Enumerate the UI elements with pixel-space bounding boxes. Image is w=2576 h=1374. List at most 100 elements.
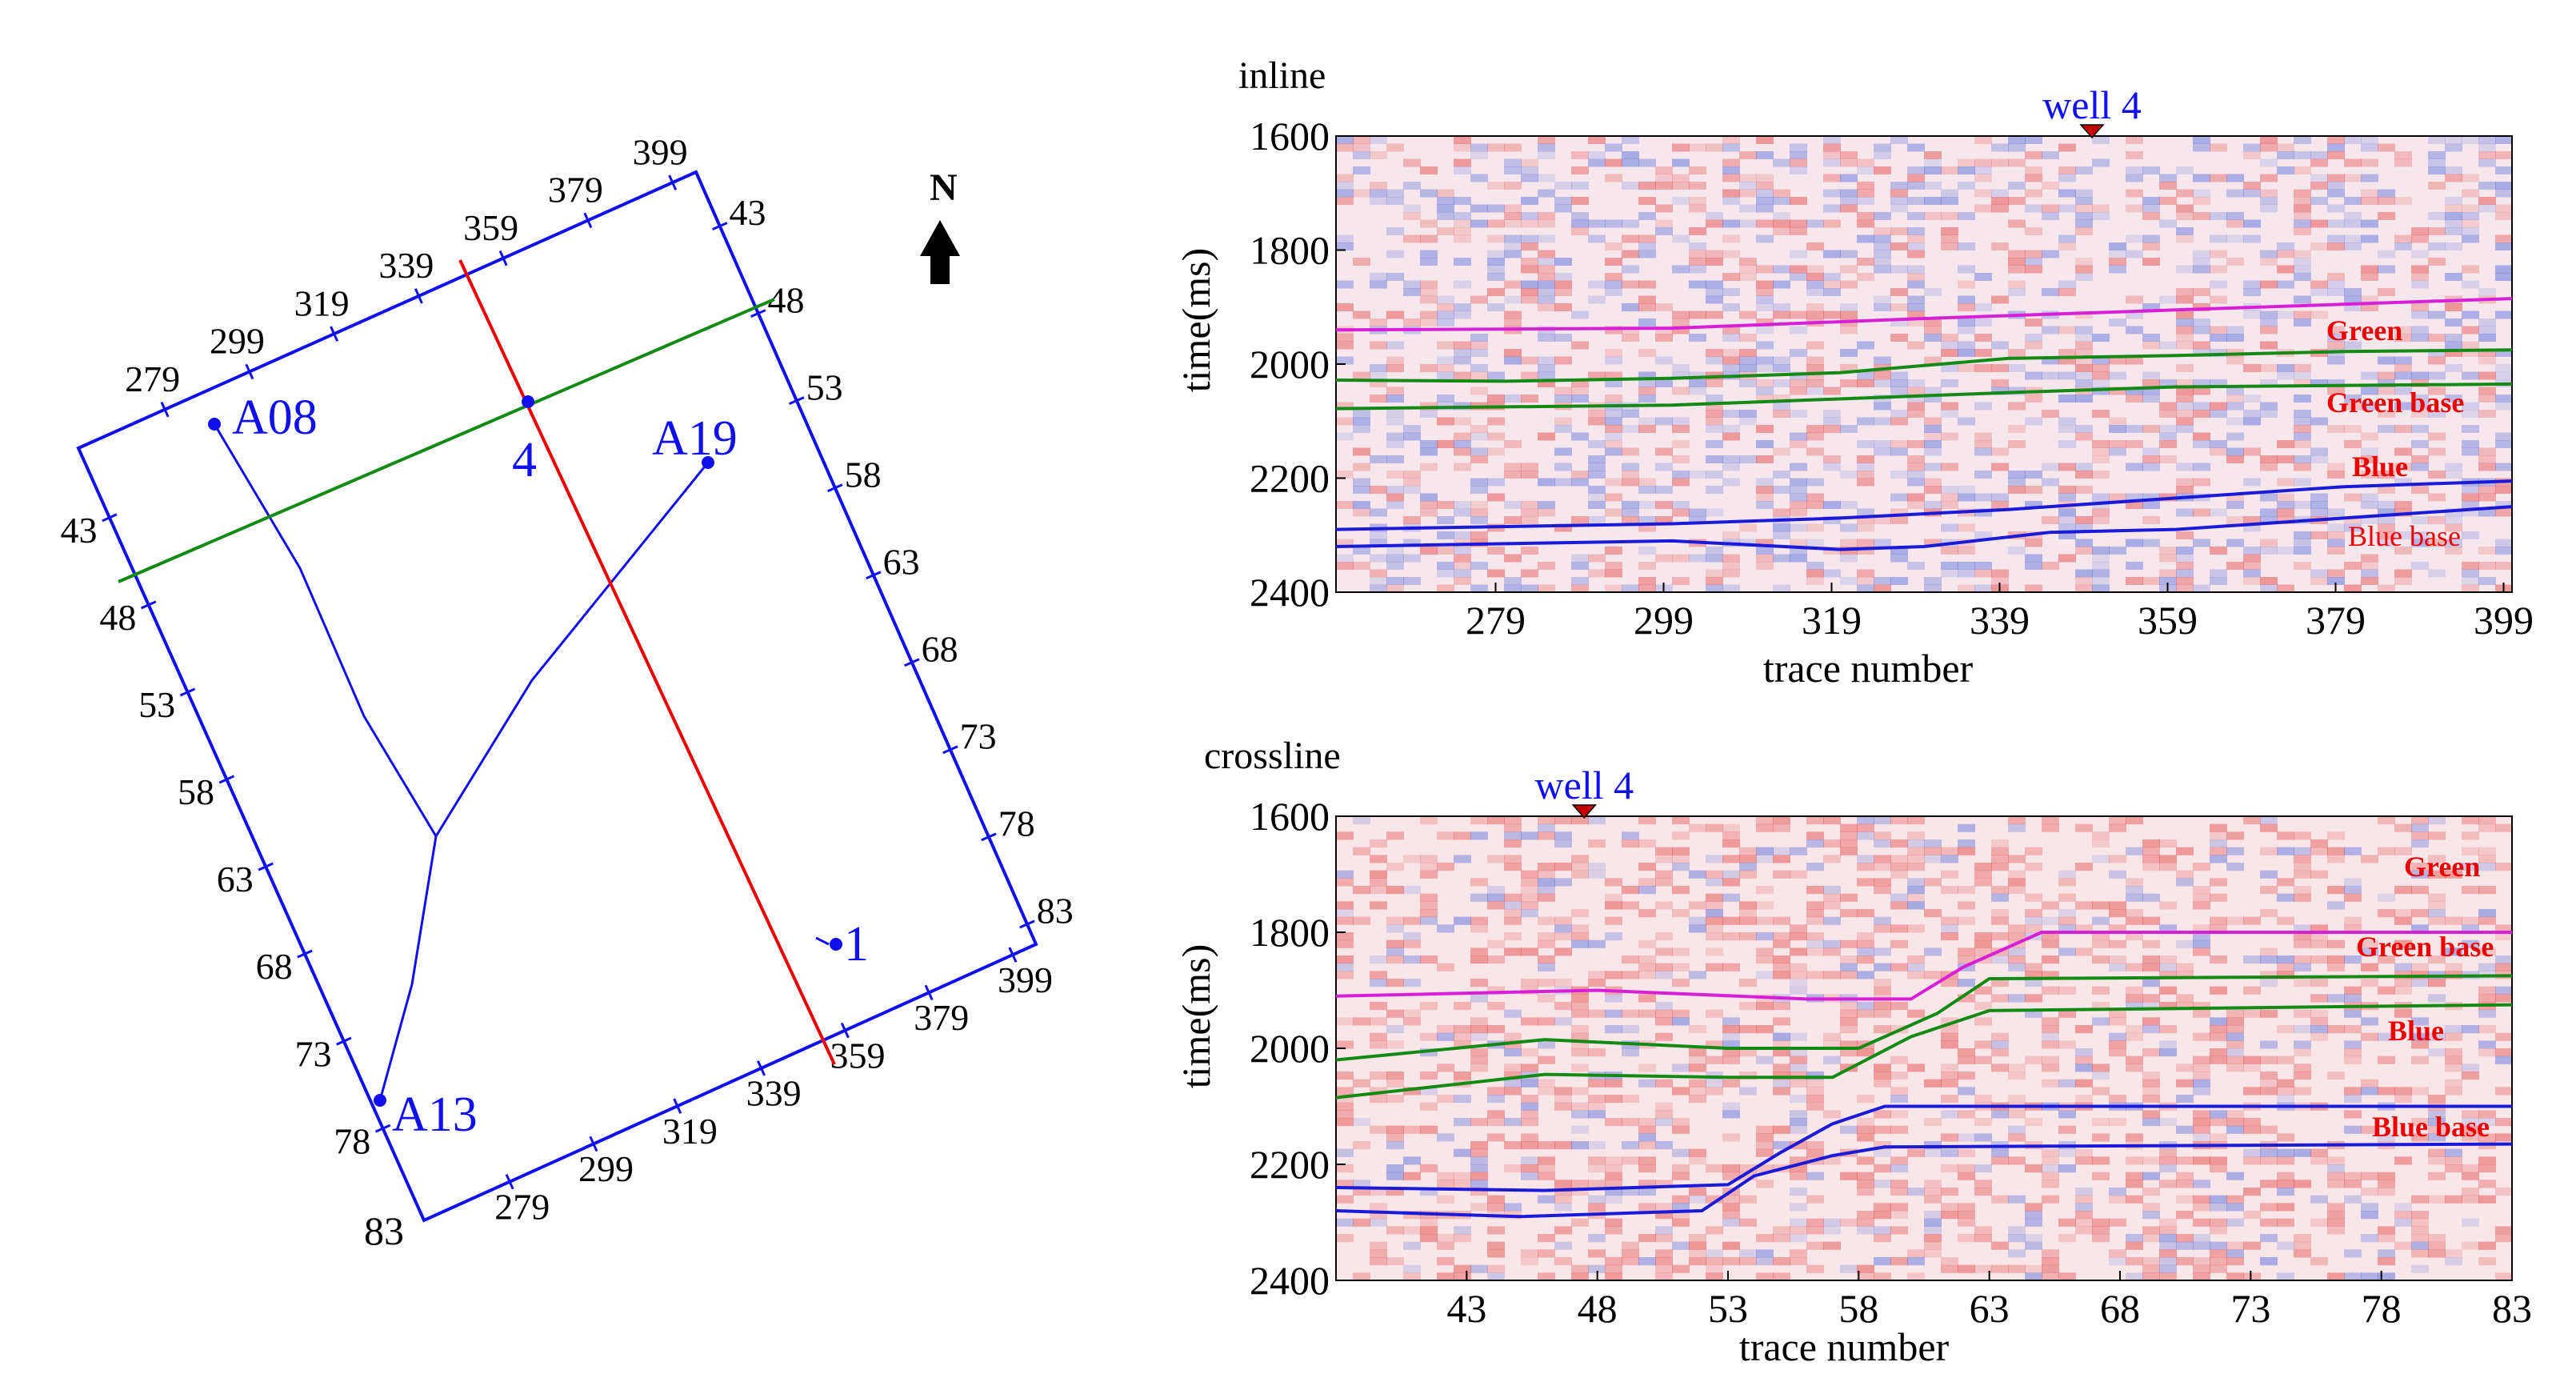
seismic-cell	[1823, 204, 1841, 213]
seismic-cell	[1588, 839, 1606, 848]
seismic-cell	[1941, 1133, 1958, 1142]
seismic-cell	[2260, 577, 2278, 585]
seismic-cell	[1991, 463, 2009, 471]
seismic-cell	[1790, 1226, 1807, 1235]
seismic-cell	[2042, 1272, 2059, 1280]
seismic-cell	[1706, 1257, 1723, 1266]
seismic-cell	[2478, 1156, 2496, 1165]
seismic-cell	[2159, 1180, 2177, 1188]
seismic-cell	[1370, 1211, 1387, 1220]
seismic-cell	[2462, 204, 2479, 213]
seismic-cell	[1403, 478, 1421, 487]
seismic-cell	[1336, 932, 1354, 941]
seismic-cell	[1806, 356, 1824, 365]
seismic-cell	[1991, 1032, 2009, 1041]
seismic-cell	[1386, 1072, 1404, 1080]
seismic-cell	[1941, 189, 1958, 198]
seismic-cell	[2109, 955, 2126, 964]
seismic-cell	[2495, 863, 2512, 871]
seismic-cell	[1689, 1188, 1706, 1196]
seismic-cell	[1336, 1180, 1354, 1188]
seismic-cell	[1941, 1164, 1958, 1173]
seismic-cell	[1622, 478, 1639, 487]
seismic-cell	[1890, 265, 1908, 274]
seismic-cell	[1874, 258, 1891, 266]
seismic-cell	[1470, 349, 1488, 357]
seismic-cell	[1521, 886, 1538, 895]
crossline-title: crossline	[1204, 735, 1341, 777]
seismic-cell	[1974, 493, 1992, 502]
seismic-cell	[2193, 1257, 2210, 1266]
seismic-cell	[1672, 1064, 1690, 1072]
seismic-cell	[2260, 379, 2278, 387]
seismic-cell	[2176, 310, 2194, 319]
seismic-cell	[1924, 1079, 1942, 1088]
seismic-cell	[2344, 402, 2362, 411]
seismic-cell	[1571, 994, 1589, 1003]
seismic-cell	[2042, 1257, 2059, 1266]
seismic-cell	[2344, 234, 2362, 243]
seismic-cell	[1403, 318, 1421, 326]
seismic-cell	[2411, 310, 2429, 319]
seismic-cell	[2126, 1156, 2143, 1165]
seismic-cell	[2310, 310, 2328, 319]
seismic-cell	[1706, 143, 1723, 152]
seismic-cell	[1806, 971, 1824, 979]
seismic-cell	[2109, 1218, 2126, 1227]
seismic-cell	[1588, 410, 1606, 418]
seismic-cell	[1454, 1180, 1471, 1188]
seismic-cell	[1403, 1264, 1421, 1273]
seismic-cell	[1823, 189, 1841, 198]
map-top-inline-tick-label-339: 339	[378, 245, 434, 286]
seismic-cell	[1874, 143, 1891, 152]
seismic-cell	[2411, 870, 2429, 879]
seismic-cell	[2327, 508, 2345, 517]
seismic-cell	[2243, 577, 2261, 585]
seismic-cell	[2176, 531, 2194, 539]
seismic-cell	[2361, 143, 2378, 152]
seismic-cell	[1403, 288, 1421, 296]
seismic-cell	[1571, 166, 1589, 174]
seismic-cell	[2260, 1234, 2278, 1243]
seismic-cell	[1991, 863, 2009, 871]
seismic-cell	[1403, 1226, 1421, 1235]
seismic-cell	[2378, 379, 2395, 387]
seismic-cell	[1655, 847, 1673, 855]
seismic-cell	[1386, 1226, 1404, 1235]
seismic-cell	[1588, 1009, 1606, 1018]
map-bottom-inline-tick-label-359: 359	[830, 1035, 885, 1076]
inline-legend-green-base: Green base	[2326, 387, 2464, 419]
seismic-cell	[1874, 1234, 1891, 1243]
seismic-cell	[2277, 493, 2294, 502]
seismic-cell	[1739, 182, 1757, 190]
seismic-cell	[2260, 516, 2278, 524]
seismic-cell	[2210, 334, 2227, 342]
seismic-cell	[2378, 893, 2395, 902]
seismic-cell	[1823, 288, 1841, 296]
seismic-cell	[2277, 166, 2294, 174]
seismic-cell	[1336, 1218, 1354, 1227]
seismic-cell	[2462, 219, 2479, 228]
seismic-cell	[1521, 1164, 1538, 1173]
seismic-cell	[1420, 166, 1438, 174]
seismic-cell	[1336, 1040, 1354, 1049]
seismic-cell	[1790, 265, 1807, 274]
seismic-cell	[2126, 847, 2143, 855]
seismic-cell	[2210, 212, 2227, 220]
seismic-cell	[2159, 1002, 2177, 1011]
seismic-cell	[1386, 341, 1404, 350]
seismic-cell	[1756, 486, 1774, 494]
seismic-cell	[1403, 1156, 1421, 1165]
seismic-cell	[1924, 1118, 1942, 1127]
seismic-cell	[2193, 1180, 2210, 1188]
seismic-cell	[2226, 562, 2244, 570]
seismic-cell	[1588, 1141, 1606, 1150]
seismic-cell	[1907, 847, 1925, 855]
seismic-cell	[2075, 273, 2093, 281]
seismic-cell	[1756, 855, 1774, 863]
seismic-cell	[2193, 1002, 2210, 1011]
seismic-cell	[1622, 1141, 1639, 1150]
seismic-cell	[2176, 288, 2194, 296]
seismic-cell	[2092, 1072, 2110, 1080]
seismic-cell	[2025, 1272, 2042, 1280]
